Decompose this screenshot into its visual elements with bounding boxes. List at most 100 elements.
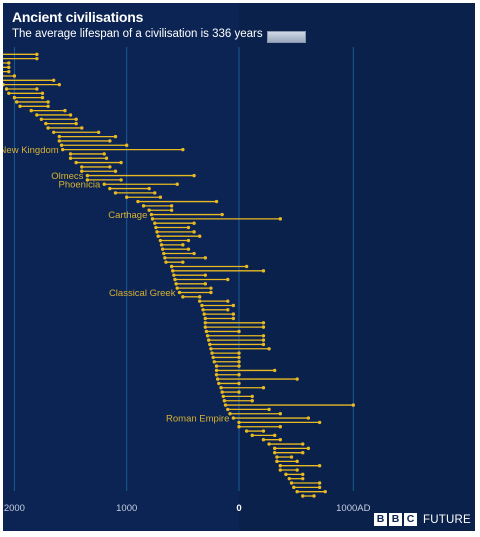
end-dot [104, 156, 109, 160]
start-dot [155, 230, 159, 234]
end-dot [40, 91, 45, 96]
civilisation-19 [52, 130, 101, 134]
start-dot [85, 178, 90, 182]
end-dot [306, 416, 311, 420]
start-dot [215, 377, 220, 381]
start-dot [154, 225, 158, 230]
civilisation-24 [68, 152, 106, 156]
start-dot [3, 82, 5, 87]
annotation-label-2: Olmecs [51, 171, 83, 182]
civilisation-6 [3, 74, 17, 78]
end-dot [197, 234, 202, 238]
start-dot [287, 476, 291, 481]
end-dot [181, 147, 185, 152]
start-dot [272, 446, 277, 451]
end-dot [113, 169, 118, 173]
start-dot [60, 147, 65, 152]
end-dot [214, 199, 219, 204]
civilisation-97 [278, 468, 299, 472]
civilisation-90 [261, 438, 283, 442]
civilisation-73 [214, 364, 241, 368]
start-dot [221, 394, 225, 399]
end-dot [301, 450, 305, 455]
start-dot [272, 450, 277, 455]
start-dot [156, 234, 160, 238]
end-dot [237, 329, 241, 334]
civilisation-76 [215, 377, 299, 381]
end-dot [7, 65, 11, 70]
end-dot [192, 221, 196, 225]
end-dot [169, 208, 174, 212]
civilisation-91 [267, 442, 305, 446]
end-dot [261, 342, 266, 347]
brand-letter-1: B [374, 513, 387, 526]
civilisation-99 [287, 476, 305, 481]
start-dot [174, 282, 178, 286]
chart-plot: Akkadian EmpireAncient Egypt, New Kingdo… [3, 3, 475, 531]
brand-word: FUTURE [423, 513, 471, 526]
end-dot [40, 95, 45, 100]
x-tick-label-3: 0 [236, 503, 241, 514]
civilisation-52 [172, 273, 208, 277]
civilisation-86 [237, 420, 322, 425]
civilisation-49 [164, 260, 185, 264]
start-dot [68, 152, 73, 156]
civilisation-47 [162, 251, 196, 256]
end-dot [278, 412, 283, 416]
end-dot [209, 286, 213, 290]
civilisation-67 [206, 338, 266, 342]
start-dot [284, 472, 288, 477]
start-dot [159, 243, 164, 247]
civilisation-77 [217, 381, 241, 386]
end-dot [237, 360, 241, 364]
end-dot [46, 100, 50, 104]
start-dot [7, 91, 11, 96]
civilisation-102 [295, 489, 327, 494]
civilisation-31 [102, 182, 179, 186]
start-dot [57, 139, 62, 143]
annotation-label-3: Phoenicia [59, 180, 101, 191]
end-dot [74, 117, 78, 121]
end-dot [226, 277, 230, 282]
end-dot [226, 308, 230, 312]
civilisation-36 [141, 204, 174, 208]
end-dot [237, 390, 241, 394]
start-dot [292, 485, 296, 490]
end-dot [231, 312, 236, 316]
civilisation-44 [158, 238, 191, 243]
end-dot [237, 364, 241, 368]
chart-frame: Akkadian EmpireAncient Egypt, New Kingdo… [3, 3, 475, 531]
civilisation-82 [223, 403, 355, 407]
civilisation-41 [154, 225, 191, 230]
end-dot [113, 134, 118, 139]
start-dot [44, 121, 48, 126]
civilisation-68 [208, 342, 266, 347]
end-dot [312, 494, 316, 498]
end-dot [317, 420, 322, 425]
end-dot [220, 212, 224, 217]
start-dot [181, 295, 185, 299]
end-dot [192, 230, 196, 234]
start-dot [85, 173, 90, 178]
annotations: Akkadian EmpireAncient Egypt, New Kingdo… [3, 145, 229, 424]
start-dot [214, 368, 219, 373]
end-dot [278, 425, 283, 429]
end-dot [317, 485, 322, 490]
end-dot [295, 468, 299, 472]
start-dot [203, 325, 208, 329]
start-dot [205, 334, 210, 338]
end-dot [278, 217, 283, 221]
x-axis-ticks: 3000BC2000100001000AD [4, 503, 371, 514]
end-dot [57, 82, 62, 87]
end-dot [261, 338, 266, 342]
civilisation-32 [108, 186, 151, 191]
civilisation-92 [272, 446, 311, 451]
end-dot [186, 238, 191, 243]
start-dot [212, 360, 216, 364]
start-dot [39, 117, 44, 121]
civilisation-85 [231, 416, 311, 420]
civilisation-26 [74, 160, 123, 165]
end-dot [35, 56, 39, 61]
end-dot [35, 52, 39, 57]
end-dot [267, 347, 271, 351]
